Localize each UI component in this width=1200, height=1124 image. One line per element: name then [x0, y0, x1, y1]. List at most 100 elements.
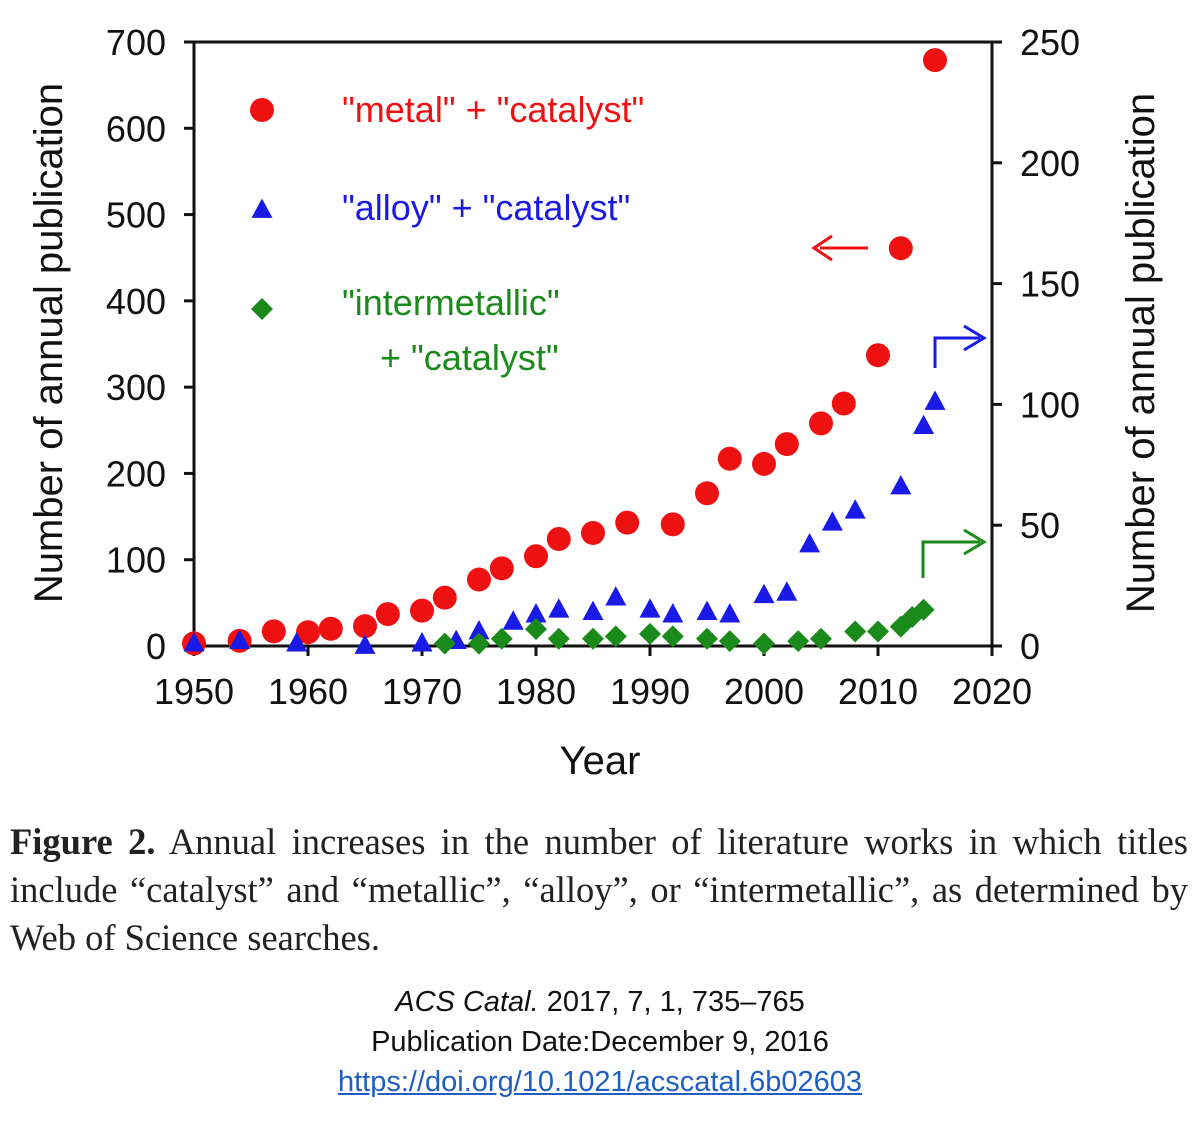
y-left-tick-label: 300: [106, 367, 166, 408]
alloy-catalyst-point: [913, 414, 935, 435]
plot-frame: [192, 40, 994, 648]
chart: 1950 1960 1970 1980 1990 2000 2010 202001002003…: [27, 22, 1163, 783]
metal-catalyst-point: [615, 510, 640, 535]
legend-marker-alloy: [251, 198, 273, 218]
alloy-catalyst-point: [821, 511, 843, 531]
intermetallic-catalyst-point: [696, 627, 718, 650]
axis-indicator-arrows: [811, 234, 987, 578]
x-tick-label: 1960: [268, 671, 348, 712]
metal-catalyst-point: [923, 48, 947, 73]
right-axis-arrow-intermetallic-head: [963, 528, 987, 556]
figure-label: Figure 2.: [10, 821, 156, 862]
metal-catalyst-point: [410, 598, 434, 623]
metal-catalyst-point: [353, 614, 377, 639]
alloy-catalyst-point: [662, 603, 684, 623]
legend-marker-metal: [250, 98, 274, 122]
legend-label-intermetallic-line2: + "catalyst": [380, 337, 559, 378]
right-axis-arrow-intermetallic-line: [921, 540, 980, 578]
metal-catalyst-point: [375, 602, 400, 627]
alloy-catalyst-point: [502, 610, 524, 630]
alloy-catalyst-point: [229, 629, 251, 650]
legend-label-alloy: "alloy" + "catalyst": [342, 187, 630, 228]
intermetallic-catalyst-point: [787, 630, 810, 653]
y-left-tick-label: 0: [146, 626, 166, 667]
y-right-tick-label: 100: [1020, 384, 1080, 425]
metal-catalyst-point: [866, 343, 890, 368]
metal-catalyst-point: [695, 481, 719, 506]
intermetallic-catalyst-point: [604, 625, 627, 648]
alloy-catalyst-point: [582, 600, 604, 621]
metal-catalyst-point: [318, 616, 343, 641]
alloy-catalyst-point: [548, 598, 570, 618]
intermetallic-catalyst-point: [433, 632, 456, 655]
legend-marker-intermetallic: [251, 298, 273, 320]
metal-catalyst-point: [296, 620, 320, 645]
x-tick-label: 1990: [610, 671, 690, 712]
y-left-tick-label: 100: [106, 540, 166, 581]
metal-catalyst-point: [717, 446, 742, 471]
publication-date: Publication Date:December 9, 2016: [371, 1026, 829, 1058]
right-axis-arrow-alloy-line: [933, 336, 980, 368]
alloy-catalyst-point: [639, 598, 661, 618]
metal-catalyst-point: [467, 567, 491, 592]
metal-catalyst-point: [888, 236, 913, 261]
alloy-catalyst-point: [696, 600, 718, 621]
y-left-tick-label: 600: [106, 108, 166, 149]
metal-catalyst-point: [831, 391, 856, 416]
alloy-catalyst-point: [924, 390, 946, 410]
intermetallic-catalyst-point: [582, 627, 604, 650]
alloy-catalyst-point: [753, 583, 775, 604]
legend-label-intermetallic-line1: "intermetallic": [342, 282, 560, 323]
caption-background: [0, 800, 1200, 972]
metal-catalyst-point: [432, 585, 457, 610]
plot-area-border: [192, 40, 994, 648]
metal-catalyst-point: [524, 544, 548, 569]
intermetallic-catalyst-point: [525, 618, 547, 641]
intermetallic-catalyst-point: [639, 622, 661, 645]
doi-link[interactable]: https://doi.org/10.1021/acscatal.6b02603: [338, 1066, 862, 1098]
y-right-tick-label: 50: [1020, 505, 1060, 546]
alloy-catalyst-point: [844, 499, 866, 519]
y-left-tick-label: 500: [106, 195, 166, 236]
intermetallic-catalyst-point: [810, 627, 832, 650]
figure-caption: Figure 2. Annual increases in the number…: [10, 818, 1188, 962]
intermetallic-catalyst-point: [867, 620, 889, 643]
metal-catalyst-point: [261, 619, 286, 644]
metal-catalyst-point: [809, 411, 833, 436]
x-tick-label: 1950: [154, 671, 234, 712]
metal-catalyst-point: [660, 512, 685, 537]
y-left-tick-label: 700: [106, 22, 166, 63]
y-right-tick-label: 150: [1020, 264, 1080, 305]
alloy-catalyst-point: [525, 603, 547, 623]
x-tick-label: 2010: [838, 671, 918, 712]
y-axis-label-right: Number of annual publication: [1119, 93, 1163, 613]
intermetallic-catalyst-point: [547, 627, 570, 650]
intermetallic-catalyst-point: [718, 630, 741, 653]
left-axis-arrow-head: [811, 234, 833, 262]
citation-line: ACS Catal. 2017, 7, 1, 735–765: [0, 982, 1200, 1022]
intermetallic-catalyst-point: [844, 620, 867, 643]
x-tick-label: 1970: [382, 671, 462, 712]
data-points: [182, 48, 947, 656]
x-tick-label: 1980: [496, 671, 576, 712]
alloy-catalyst-point: [890, 474, 912, 495]
y-left-tick-label: 200: [106, 453, 166, 494]
alloy-catalyst-point: [468, 619, 490, 640]
alloy-catalyst-point: [411, 632, 433, 652]
volume-pages: 2017, 7, 1, 735–765: [546, 986, 805, 1018]
citation: ACS Catal. 2017, 7, 1, 735–765 Publicati…: [0, 982, 1200, 1102]
intermetallic-catalyst-point: [490, 627, 513, 650]
y-left-tick-label: 400: [106, 281, 166, 322]
intermetallic-catalyst-point: [661, 625, 684, 648]
right-axis-arrow-alloy-head: [963, 324, 987, 352]
x-tick-label: 2020: [952, 671, 1032, 712]
alloy-catalyst-point: [286, 632, 308, 652]
metal-catalyst-point: [752, 451, 776, 476]
figure-caption-text: Annual increases in the number of litera…: [10, 821, 1189, 958]
y-axis-label-left: Number of annual publication: [27, 83, 71, 603]
metal-catalyst-point: [546, 527, 571, 552]
intermetallic-catalyst-point: [912, 598, 935, 621]
alloy-catalyst-point: [605, 586, 627, 606]
alloy-catalyst-point: [183, 632, 205, 652]
axis-ticks: 1950 1960 1970 1980 1990 2000 2010 202001002003…: [106, 22, 1080, 712]
